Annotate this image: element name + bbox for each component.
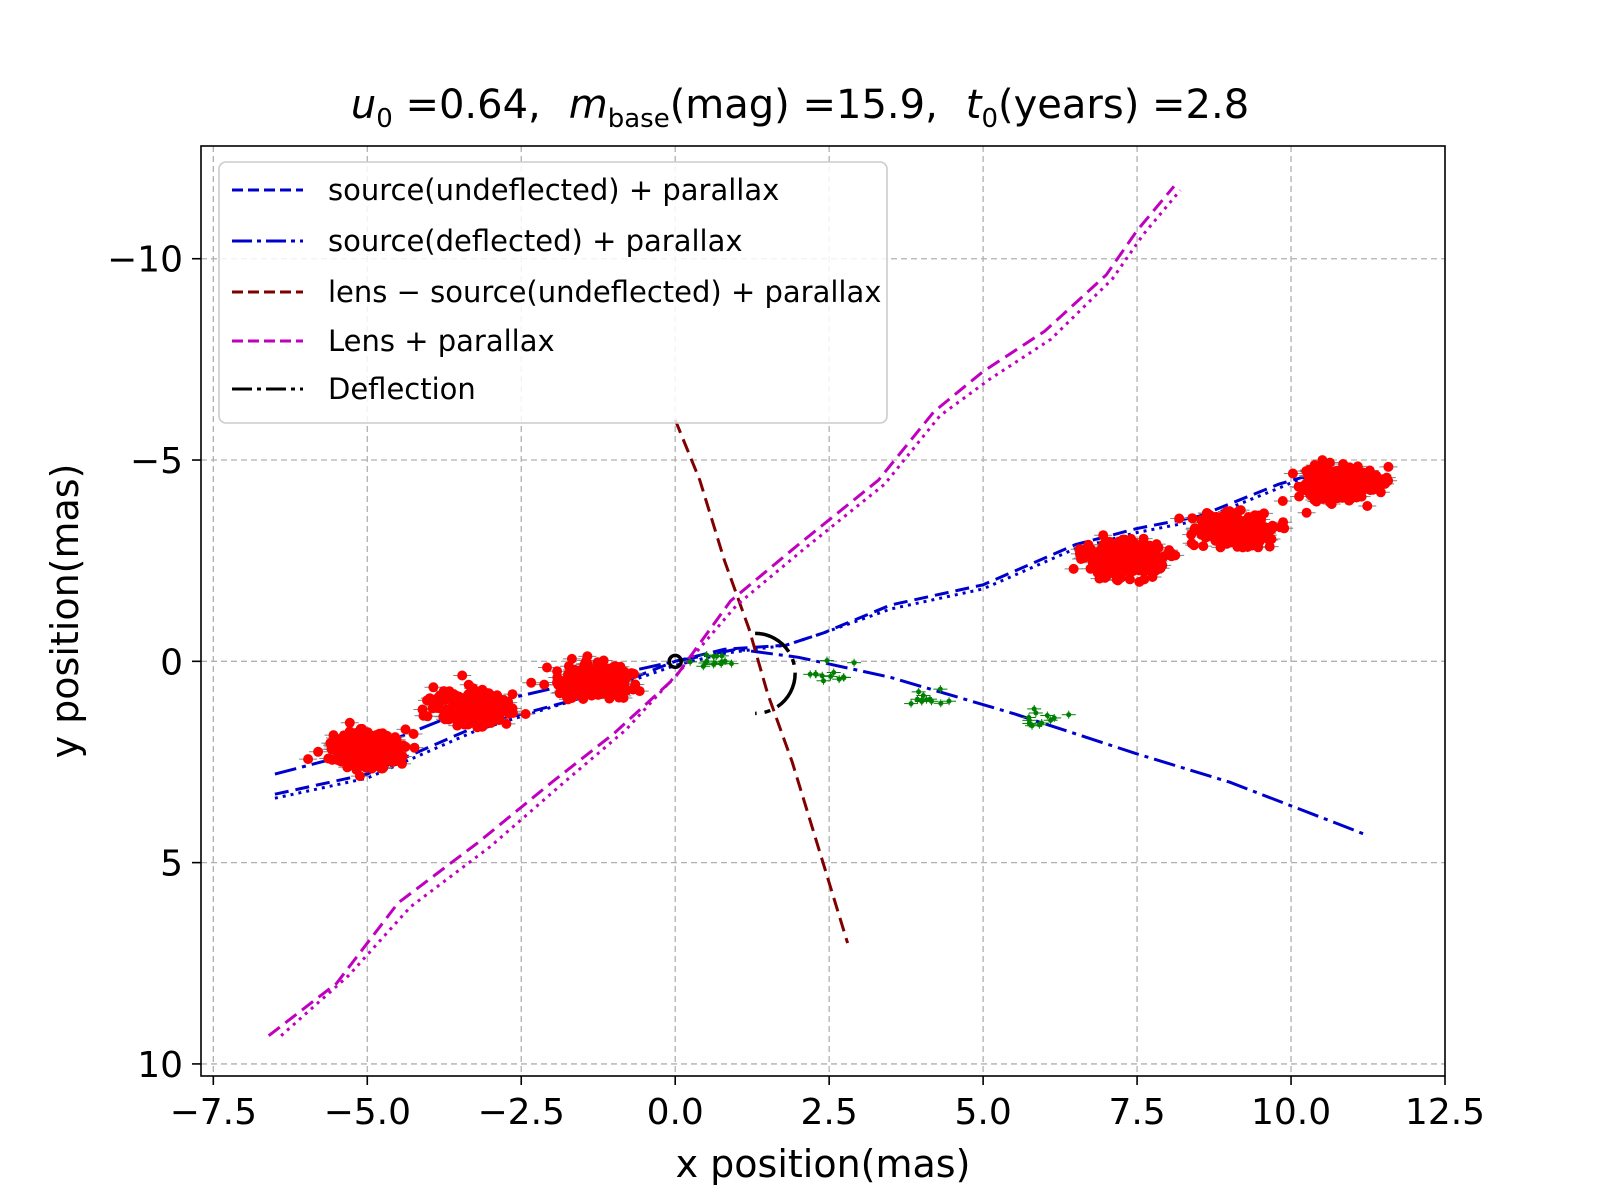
plot-area xyxy=(267,185,1398,1037)
red-data-point xyxy=(539,679,550,690)
red-data-point xyxy=(379,755,390,766)
red-data-point xyxy=(408,729,419,739)
red-data-point xyxy=(338,751,349,762)
red-data-point xyxy=(1170,550,1181,561)
red-data-point xyxy=(1155,563,1166,574)
red-data-point xyxy=(428,682,439,693)
red-data-point xyxy=(313,746,324,757)
red-data-point xyxy=(1107,551,1118,562)
red-data-point xyxy=(354,771,365,782)
red-data-point xyxy=(605,679,616,690)
red-data-point xyxy=(1097,542,1108,553)
red-data-point xyxy=(610,687,620,698)
red-data-point xyxy=(303,754,314,765)
red-data-point xyxy=(422,711,433,722)
red-data-point xyxy=(552,672,563,683)
red-data-point xyxy=(362,754,373,765)
red-data-point xyxy=(1124,574,1135,585)
series-line xyxy=(274,462,1335,800)
red-point-cluster xyxy=(1064,530,1185,587)
red-data-point xyxy=(501,718,512,729)
red-data-point xyxy=(566,670,577,681)
red-data-point xyxy=(424,693,435,704)
red-data-point xyxy=(566,653,577,664)
red-data-point xyxy=(468,713,479,724)
red-data-point xyxy=(1074,544,1085,555)
red-data-point xyxy=(344,717,355,728)
red-data-point xyxy=(501,705,512,716)
red-data-point xyxy=(526,677,537,688)
series-line xyxy=(673,419,850,944)
red-data-point xyxy=(1104,537,1115,547)
red-data-point xyxy=(484,694,495,705)
red-data-point xyxy=(463,679,474,690)
red-data-point xyxy=(377,731,388,742)
red-data-point xyxy=(1089,563,1100,574)
red-data-point xyxy=(598,686,609,697)
red-data-point xyxy=(1118,566,1128,577)
red-data-point xyxy=(484,711,495,722)
red-data-point xyxy=(326,744,337,755)
red-data-point xyxy=(1123,554,1134,565)
red-data-point xyxy=(350,750,361,761)
red-data-point xyxy=(1068,563,1079,574)
red-data-point xyxy=(507,689,518,700)
chart-title: u0 =0.64, mbase(mag) =15.9, t0(years) =2.8 xyxy=(351,82,1249,134)
red-data-point xyxy=(457,670,468,681)
red-data-point xyxy=(397,758,407,769)
red-data-point xyxy=(1151,539,1162,550)
red-data-point xyxy=(323,753,334,764)
red-data-point xyxy=(1111,574,1122,585)
red-data-point xyxy=(400,724,411,735)
red-data-point xyxy=(520,709,531,719)
red-data-point xyxy=(1098,554,1109,565)
red-point-cluster xyxy=(1170,505,1294,553)
red-data-point xyxy=(542,662,552,673)
red-data-point xyxy=(392,746,403,757)
red-data-point xyxy=(609,664,620,675)
red-data-point xyxy=(341,740,352,751)
series-line xyxy=(267,185,1176,1037)
red-data-point xyxy=(470,695,481,706)
red-data-point xyxy=(442,687,453,698)
red-data-point xyxy=(359,743,370,754)
red-point-cluster xyxy=(522,651,649,705)
series-line xyxy=(280,189,1182,1037)
red-data-point xyxy=(434,690,445,701)
red-point-cluster xyxy=(299,717,424,782)
red-data-point xyxy=(409,742,420,753)
red-data-point xyxy=(1123,542,1134,553)
red-data-point xyxy=(634,686,645,697)
red-data-point xyxy=(468,703,479,714)
red-data-point xyxy=(364,733,375,744)
red-data-point xyxy=(1145,549,1156,560)
red-data-point xyxy=(494,710,505,721)
red-data-point xyxy=(390,732,401,743)
red-data-point xyxy=(447,709,458,720)
red-data-point xyxy=(1114,546,1125,557)
red-data-point xyxy=(355,723,366,734)
red-data-point xyxy=(378,740,389,751)
red-data-point xyxy=(1134,576,1145,587)
red-data-point xyxy=(477,721,488,732)
red-data-point xyxy=(328,730,339,741)
red-data-point xyxy=(1132,552,1143,563)
red-data-point xyxy=(594,672,605,683)
red-point-cluster xyxy=(413,670,535,733)
red-data-point xyxy=(582,685,593,696)
red-data-point xyxy=(620,669,631,680)
red-data-point xyxy=(581,655,592,666)
